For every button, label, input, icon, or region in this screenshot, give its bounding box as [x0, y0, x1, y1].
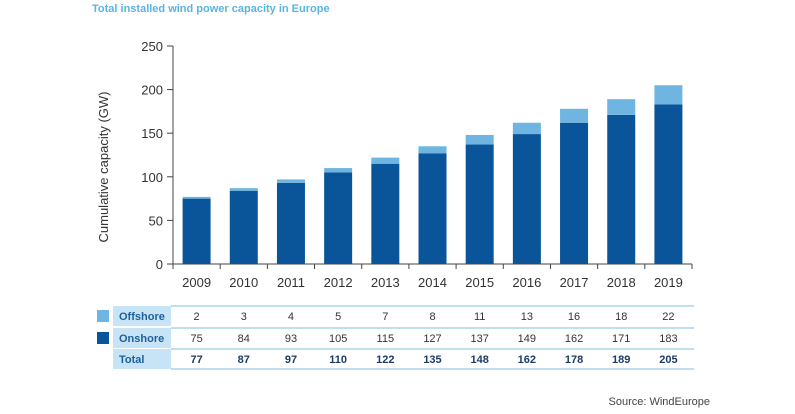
table-cell: 11	[474, 311, 485, 323]
table-cell: 115	[377, 333, 395, 345]
table-row-label: Onshore	[119, 333, 164, 345]
x-tick-label: 2012	[324, 275, 353, 290]
x-tick-label: 2019	[654, 275, 683, 290]
y-axis-label: Cumulative capacity (GW)	[96, 92, 111, 243]
bar-offshore-2013	[371, 157, 400, 164]
table-row-label: Total	[119, 354, 144, 366]
y-tick-labels: 0 50 100 150 200 250	[141, 39, 163, 272]
y-tick-label: 250	[141, 39, 163, 54]
table-label-bg	[113, 306, 171, 326]
table-cell: 13	[521, 311, 533, 323]
table-cell: 205	[659, 354, 677, 366]
bar-onshore-2017	[560, 122, 589, 265]
table-cell: 149	[518, 333, 536, 345]
table-label-bg	[113, 349, 171, 369]
chart-title: Total installed wind power capacity in E…	[92, 3, 330, 15]
x-tick-label: 2018	[607, 275, 636, 290]
bar-onshore-2016	[512, 134, 541, 264]
table-cell: 2	[194, 311, 200, 323]
bar-offshore-2016	[512, 122, 541, 135]
y-tick-label: 150	[141, 126, 163, 141]
table-cell: 148	[471, 354, 489, 366]
table-cell: 171	[612, 333, 630, 345]
bar-offshore-2011	[276, 179, 305, 183]
table-cell: 122	[376, 354, 394, 366]
x-tick-labels: 2009 2010 2011 2012 2013 2014 2015 2016 2017 2018…	[182, 275, 683, 290]
y-tick-label: 50	[149, 213, 163, 228]
bar-offshore-2009	[182, 196, 211, 199]
table-cell: 16	[568, 311, 580, 323]
x-tick-label: 2017	[560, 275, 589, 290]
x-tick-label: 2015	[465, 275, 494, 290]
table-cell: 18	[615, 311, 627, 323]
bar-onshore-2019	[654, 104, 683, 264]
bar-onshore-2012	[324, 172, 353, 264]
table-cell: 93	[285, 333, 297, 345]
source-note: Source: WindEurope	[608, 396, 711, 408]
x-tick-label: 2011	[277, 275, 305, 290]
table-cell: 183	[659, 333, 677, 345]
x-tick-label: 2009	[182, 275, 211, 290]
table-cell: 87	[238, 354, 250, 366]
bar-onshore-2015	[465, 144, 494, 264]
table-cell: 8	[429, 311, 435, 323]
table-swatch-offshore	[97, 310, 109, 322]
x-tick-label: 2010	[229, 275, 258, 290]
table-cell: 135	[423, 354, 441, 366]
x-tick-label: 2013	[371, 275, 400, 290]
y-tick-label: 0	[156, 257, 163, 272]
bar-onshore-2011	[276, 182, 305, 264]
table-cell: 7	[382, 311, 388, 323]
table-cell: 77	[190, 354, 202, 366]
bar-onshore-2010	[229, 190, 258, 264]
table-label-bg	[113, 328, 171, 348]
table-cell: 5	[335, 311, 341, 323]
table-cell: 162	[518, 354, 536, 366]
table-cell: 4	[288, 311, 294, 323]
bar-offshore-2014	[418, 146, 447, 154]
bar-offshore-2010	[229, 188, 258, 191]
table-cell: 189	[612, 354, 630, 366]
chart-bars	[182, 85, 683, 265]
bar-onshore-2014	[418, 153, 447, 264]
table-cell: 75	[190, 333, 202, 345]
x-tick-label: 2014	[418, 275, 447, 290]
bar-offshore-2015	[465, 134, 494, 145]
bar-offshore-2012	[324, 168, 353, 173]
table-cell: 137	[471, 333, 489, 345]
bar-offshore-2018	[607, 99, 636, 115]
bar-offshore-2017	[560, 108, 589, 123]
y-tick-label: 100	[141, 170, 163, 185]
table-cell: 178	[565, 354, 583, 366]
y-tick-label: 200	[141, 83, 163, 98]
table-cell: 105	[329, 333, 347, 345]
table-cell: 3	[241, 311, 247, 323]
table-cell: 97	[285, 354, 297, 366]
table-swatch-onshore	[97, 332, 109, 344]
bar-onshore-2013	[371, 163, 400, 264]
table-cell: 84	[238, 333, 250, 345]
table-cell: 110	[329, 354, 347, 366]
bar-onshore-2009	[182, 198, 211, 264]
x-tick-label: 2016	[512, 275, 541, 290]
table-row-label: Offshore	[119, 311, 165, 323]
table-cell: 162	[565, 333, 583, 345]
bar-offshore-2019	[654, 85, 683, 105]
table-cell: 22	[662, 311, 674, 323]
data-table: Offshore 2 3 4 5 7 8 11 13 16 18 22 Onshore 75 84 93 105…	[97, 305, 694, 370]
table-cell: 127	[423, 333, 441, 345]
bar-onshore-2018	[607, 114, 636, 264]
